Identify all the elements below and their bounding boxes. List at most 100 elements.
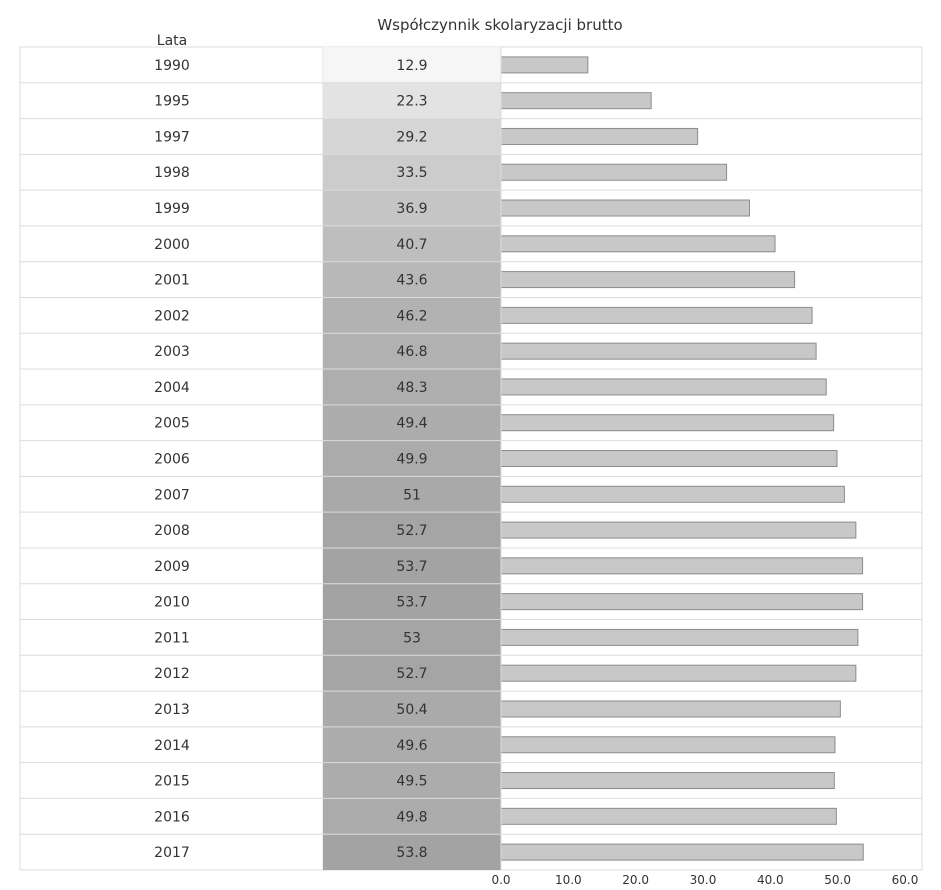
category-label: 2000 — [154, 237, 190, 253]
data-label: 49.8 — [396, 809, 427, 825]
bar — [500, 557, 864, 575]
data-label: 40.7 — [396, 237, 427, 253]
data-label: 43.6 — [396, 273, 427, 289]
value-cell — [323, 118, 501, 155]
value-cell — [323, 547, 501, 584]
bar — [500, 664, 857, 682]
category-label: 2014 — [154, 738, 190, 754]
bar — [500, 700, 841, 718]
value-cell — [323, 476, 501, 513]
value-cell — [323, 369, 501, 405]
value-cell — [323, 333, 501, 370]
category-label: 2015 — [154, 774, 190, 790]
bar — [500, 56, 589, 74]
bar — [500, 485, 845, 503]
bar — [500, 521, 857, 539]
value-cell — [323, 512, 501, 548]
value-cell — [323, 47, 501, 83]
x-tick-label: 10.0 — [555, 873, 582, 887]
category-column-header: Lata — [157, 33, 187, 49]
bar — [500, 593, 864, 611]
category-label: 2013 — [154, 702, 190, 718]
data-label: 53 — [403, 630, 421, 646]
bar — [500, 342, 817, 360]
category-label: 2008 — [154, 523, 190, 539]
data-label: 53.7 — [396, 559, 427, 575]
value-cell — [323, 190, 501, 226]
value-cell — [323, 225, 501, 262]
category-label: 2017 — [154, 845, 190, 861]
bar — [500, 199, 750, 217]
value-cell — [323, 798, 501, 835]
value-cell — [323, 261, 501, 298]
data-label: 33.5 — [396, 165, 427, 181]
category-label: 1990 — [154, 58, 190, 74]
value-cell — [323, 440, 501, 477]
x-tick-label: 0.0 — [491, 873, 510, 887]
value-cell — [323, 762, 501, 799]
data-label: 36.9 — [396, 201, 427, 217]
value-cell — [323, 691, 501, 727]
data-label: 50.4 — [396, 702, 427, 718]
bar — [500, 306, 813, 324]
data-label: 46.2 — [396, 308, 427, 324]
category-label: 2012 — [154, 666, 190, 682]
data-label: 53.7 — [396, 595, 427, 611]
data-label: 46.8 — [396, 344, 427, 360]
value-cell — [323, 404, 501, 441]
x-tick-label: 30.0 — [690, 873, 717, 887]
bar — [500, 378, 827, 396]
category-label: 2006 — [154, 452, 190, 468]
category-label: 2003 — [154, 344, 190, 360]
x-tick-label: 40.0 — [757, 873, 784, 887]
category-label: 1997 — [154, 129, 190, 145]
bar — [500, 127, 699, 145]
value-cell — [323, 619, 501, 656]
x-tick-label: 60.0 — [892, 873, 919, 887]
bar — [500, 450, 838, 467]
data-label: 49.6 — [396, 738, 427, 754]
data-label: 52.7 — [396, 666, 427, 682]
x-tick-label: 50.0 — [824, 873, 851, 887]
category-label: 2001 — [154, 273, 190, 289]
data-label: 29.2 — [396, 129, 427, 145]
category-label: 2004 — [154, 380, 190, 396]
category-label: 1995 — [154, 94, 190, 110]
value-cell — [323, 297, 501, 334]
bar — [500, 414, 835, 432]
bar — [500, 271, 796, 289]
bar — [500, 843, 864, 861]
data-label: 53.8 — [396, 845, 427, 861]
value-cell — [323, 82, 501, 119]
data-label: 48.3 — [396, 380, 427, 396]
bar — [500, 235, 776, 253]
data-label: 22.3 — [396, 94, 427, 110]
value-cell — [323, 154, 501, 191]
data-label: 49.9 — [396, 452, 427, 468]
data-label: 49.5 — [396, 774, 427, 790]
category-label: 2009 — [154, 559, 190, 575]
value-cell — [323, 726, 501, 763]
data-label: 49.4 — [396, 416, 427, 432]
category-label: 2007 — [154, 487, 190, 503]
bar — [500, 736, 836, 754]
category-label: 2010 — [154, 595, 190, 611]
bar — [500, 92, 652, 110]
data-label: 51 — [403, 487, 421, 503]
category-label: 2011 — [154, 630, 190, 646]
category-label: 2002 — [154, 308, 190, 324]
bar — [500, 163, 728, 181]
category-label: 2005 — [154, 416, 190, 432]
x-tick-label: 20.0 — [622, 873, 649, 887]
bar — [500, 807, 837, 825]
value-cell — [323, 583, 501, 620]
category-label: 2016 — [154, 809, 190, 825]
bar — [500, 628, 859, 646]
x-axis: 0.0 10.0 20.0 30.0 40.0 50.0 60.0 — [491, 873, 918, 887]
value-cell — [323, 655, 501, 692]
bar — [500, 772, 835, 790]
value-cell — [323, 834, 501, 870]
chart-title: Współczynnik skolaryzacji brutto — [377, 16, 622, 34]
data-label: 12.9 — [396, 58, 427, 74]
